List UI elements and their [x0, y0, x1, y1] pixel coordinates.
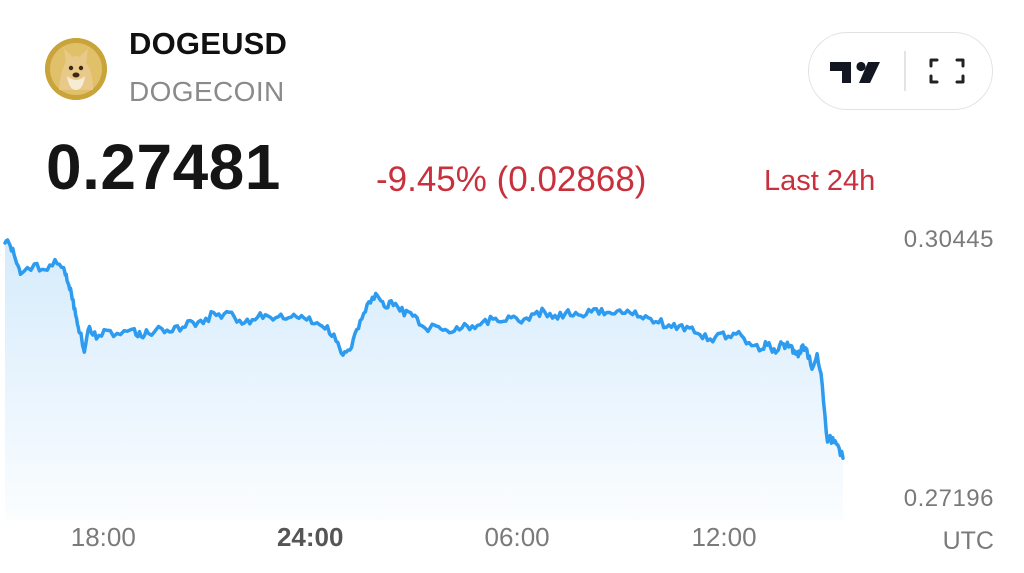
x-axis-tick-label: 24:00	[276, 522, 344, 552]
tradingview-button[interactable]	[823, 49, 893, 93]
fullscreen-icon	[929, 58, 965, 84]
ticker-symbol: DOGEUSD	[129, 26, 288, 61]
toolbar-divider	[904, 51, 906, 91]
x-axis-tick-label: 06:00	[484, 522, 550, 552]
dogecoin-logo-icon	[45, 38, 107, 100]
price-line	[3, 238, 845, 460]
y-axis-label-min: 0.27196	[903, 485, 994, 512]
fullscreen-button[interactable]	[919, 49, 975, 93]
price-chart[interactable]	[0, 210, 1024, 573]
x-axis-tick-label: 18:00	[70, 522, 136, 552]
current-price: 0.27481	[46, 131, 281, 203]
y-axis-label-max: 0.30445	[903, 226, 994, 253]
price-area-fill	[5, 240, 843, 520]
x-axis-tick-label: 12:00	[691, 522, 757, 552]
price-change: -9.45% (0.02868)	[376, 160, 647, 199]
change-period: Last 24h	[764, 165, 876, 197]
timezone-label: UTC	[942, 527, 994, 555]
tradingview-logo-icon	[830, 61, 880, 83]
asset-name: DOGECOIN	[129, 76, 285, 107]
chart-toolbar	[808, 32, 993, 110]
ticker-header: DOGEUSD DOGECOIN 0.27481 -9.45% (0.02868…	[0, 0, 1024, 210]
